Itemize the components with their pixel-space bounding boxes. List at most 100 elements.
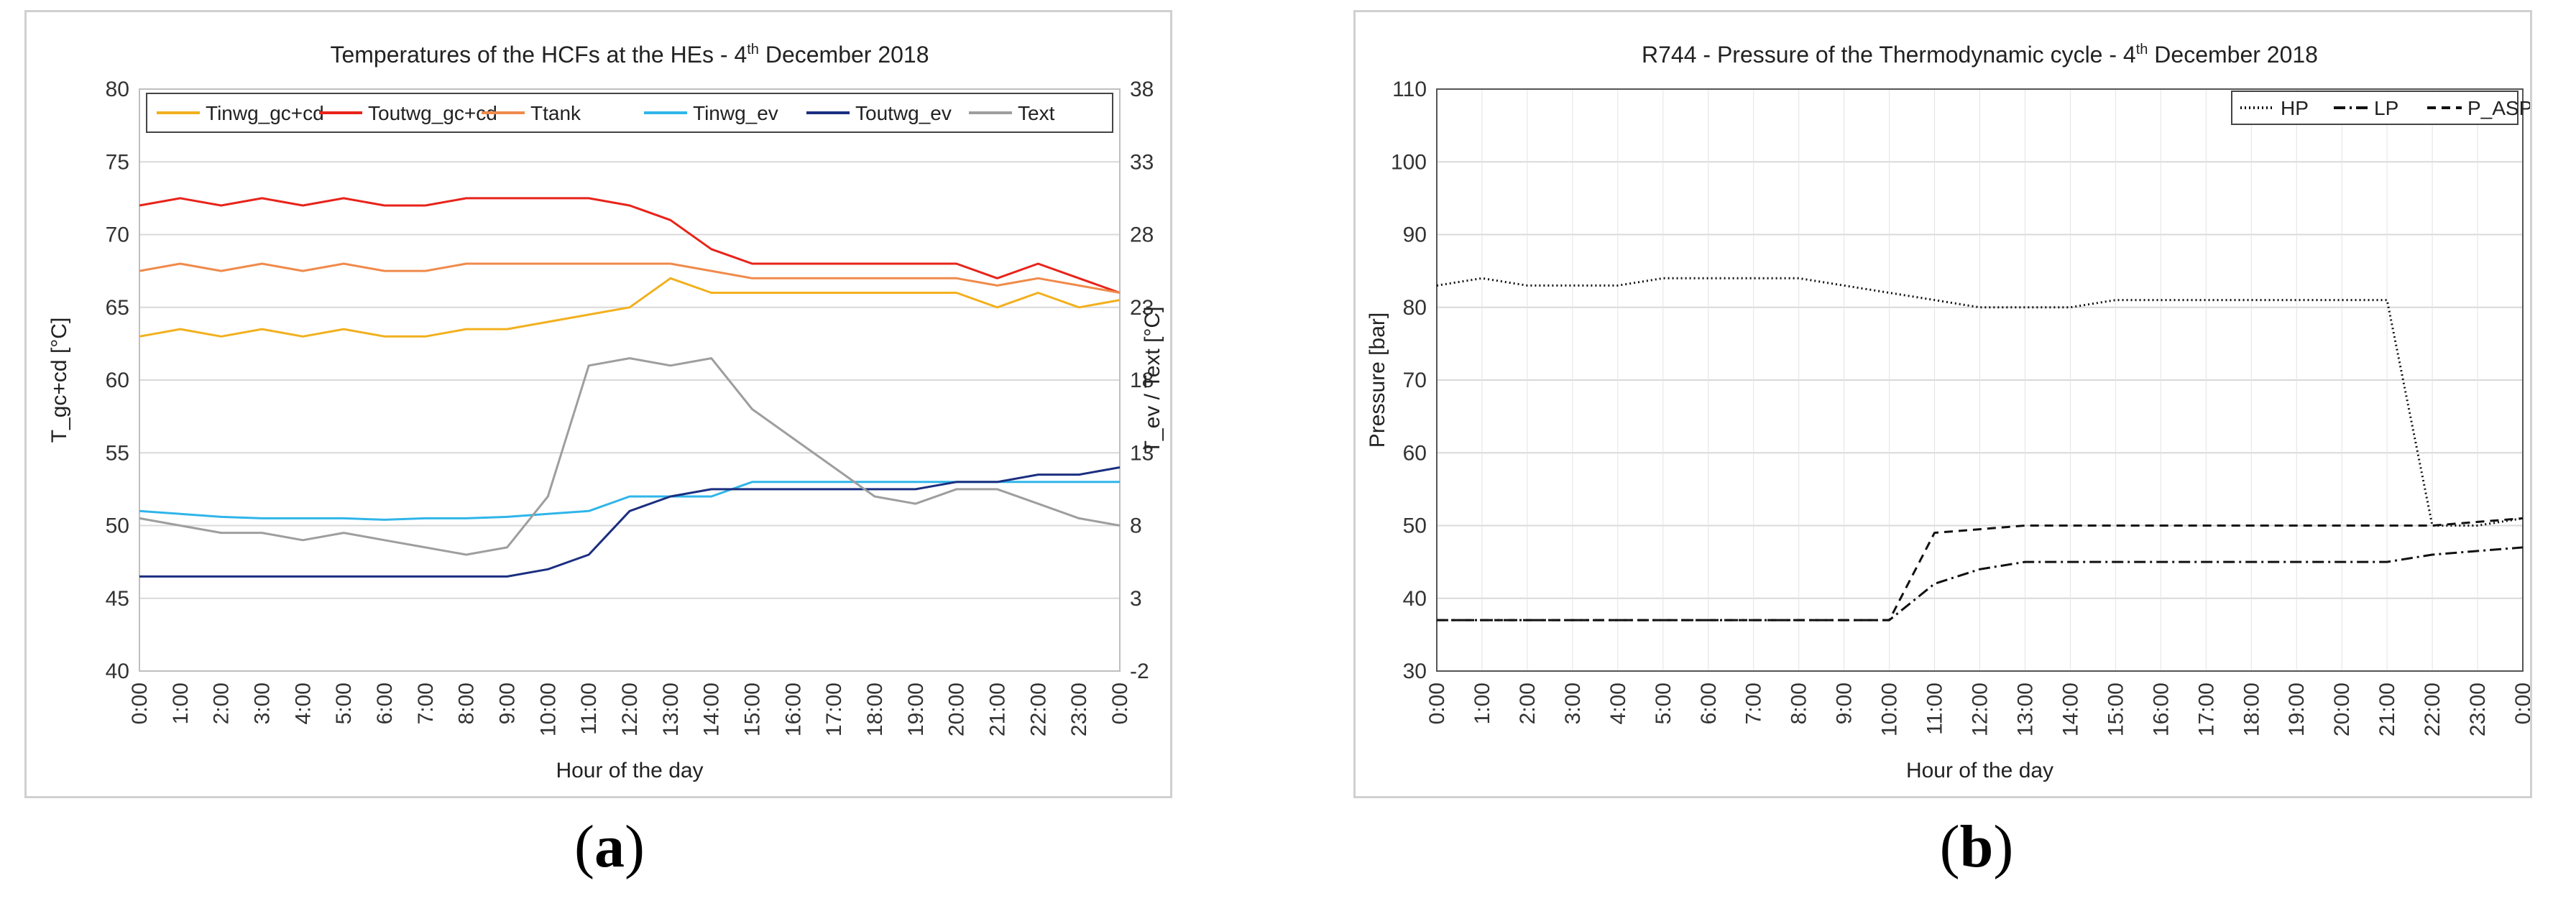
x-tick-label: 3:00 — [1561, 683, 1585, 724]
y-tick-label: 110 — [1392, 78, 1427, 101]
x-tick-label: 4:00 — [1606, 683, 1630, 724]
x-tick-label: 13:00 — [659, 683, 683, 736]
x-tick-label: 18:00 — [863, 683, 887, 736]
x-tick-label: 5:00 — [1652, 683, 1675, 724]
series-line-tinwg-gc-cd — [139, 277, 1121, 338]
x-tick-label: 3:00 — [251, 683, 275, 724]
legend-label: HP — [2281, 97, 2309, 119]
series-line-toutwg-ev — [139, 466, 1121, 578]
x-tick-label: 0:00 — [1108, 683, 1132, 724]
y-tick-label: 30 — [1403, 660, 1427, 683]
x-tick-label: 14:00 — [700, 683, 724, 736]
y-tick-label: 40 — [1403, 587, 1427, 611]
x-tick-label: 9:00 — [1833, 683, 1857, 724]
x-tick-label: 17:00 — [822, 683, 846, 736]
x-tick-label: 2:00 — [1516, 683, 1540, 724]
legend-box — [146, 93, 1113, 133]
y-axis-label: T_gc+cd [°C] — [47, 318, 71, 443]
legend-label: P_ASP — [2467, 97, 2530, 119]
y-tick-label: 70 — [106, 223, 129, 247]
x-tick-label: 21:00 — [986, 683, 1010, 736]
x-axis-label: Hour of the day — [1906, 759, 2053, 782]
y-tick-label: 100 — [1391, 150, 1427, 174]
x-tick-label: 10:00 — [536, 683, 560, 736]
x-tick-label: 16:00 — [2149, 683, 2173, 736]
x-tick-label: 23:00 — [2466, 683, 2490, 736]
y-tick-label: 90 — [1403, 223, 1427, 247]
legend-label: Ttank — [530, 102, 581, 124]
y-tick-label: 60 — [106, 369, 129, 392]
y-tick-label: 80 — [1403, 296, 1427, 320]
legend-label: Toutwg_gc+cd — [368, 102, 497, 124]
x-tick-label: 1:00 — [1471, 683, 1494, 724]
x-tick-label: 5:00 — [332, 683, 356, 724]
chart-title: Temperatures of the HCFs at the HEs - 4t… — [330, 42, 929, 68]
x-tick-label: 19:00 — [904, 683, 928, 736]
x-tick-label: 6:00 — [373, 683, 397, 724]
x-tick-label: 19:00 — [2285, 683, 2309, 736]
panel-label-b: (b) — [1939, 813, 2014, 880]
x-tick-label: 7:00 — [414, 683, 438, 724]
x-tick-label: 17:00 — [2194, 683, 2218, 736]
legend-label: Tinwg_ev — [693, 102, 778, 124]
x-tick-label: 11:00 — [1923, 683, 1947, 735]
y2-tick-label: -2 — [1130, 660, 1149, 683]
y2-tick-label: 28 — [1130, 223, 1154, 247]
x-tick-label: 6:00 — [1697, 683, 1721, 724]
x-tick-label: 22:00 — [2421, 683, 2444, 736]
y2-tick-label: 23 — [1130, 296, 1154, 320]
series-line-tinwg-ev — [139, 481, 1120, 521]
x-tick-label: 8:00 — [1788, 683, 1811, 724]
x-tick-label: 20:00 — [945, 683, 969, 736]
plot-area — [1436, 88, 2524, 672]
x-tick-label: 22:00 — [1026, 683, 1050, 736]
x-tick-label: 15:00 — [2104, 683, 2128, 736]
x-tick-label: 15:00 — [741, 683, 765, 736]
y-tick-label: 50 — [1403, 514, 1427, 538]
y2-tick-label: 33 — [1130, 150, 1154, 174]
y2-tick-label: 38 — [1130, 78, 1154, 101]
x-tick-label: 9:00 — [496, 683, 520, 724]
x-tick-label: 0:00 — [1425, 683, 1449, 724]
y2-tick-label: 8 — [1130, 514, 1142, 538]
y-tick-label: 40 — [106, 660, 129, 683]
legend-box — [2231, 91, 2518, 125]
chart-title: R744 - Pressure of the Thermodynamic cyc… — [1642, 42, 2318, 68]
x-tick-label: 21:00 — [2375, 683, 2399, 736]
x-tick-label: 8:00 — [455, 683, 479, 724]
y-tick-label: 70 — [1403, 369, 1427, 392]
y2-tick-label: 13 — [1130, 441, 1154, 465]
panel-label-a: (a) — [574, 813, 645, 880]
series-line-p-asp — [1437, 517, 2524, 621]
series-line-toutwg-gc-cd — [139, 197, 1121, 294]
y-tick-label: 45 — [106, 587, 129, 611]
y-axis-label: Pressure [bar] — [1366, 313, 1389, 448]
x-tick-label: 2:00 — [210, 683, 234, 724]
series-line-hp — [1436, 277, 2524, 527]
plot-area — [139, 88, 1121, 672]
y-tick-label: 60 — [1403, 441, 1427, 465]
legend-label: Tinwg_gc+cd — [206, 102, 324, 124]
x-tick-label: 7:00 — [1742, 683, 1766, 724]
x-tick-label: 4:00 — [291, 683, 315, 724]
x-tick-label: 0:00 — [2511, 683, 2530, 724]
legend-label: LP — [2374, 97, 2398, 119]
legend-label: Toutwg_ev — [855, 102, 952, 124]
y-tick-label: 80 — [106, 78, 129, 101]
y2-tick-label: 3 — [1130, 587, 1142, 611]
x-tick-label: 11:00 — [577, 683, 601, 735]
chart-panel-a: Temperatures of the HCFs at the HEs - 4t… — [24, 10, 1172, 798]
chart-b-svg: R744 - Pressure of the Thermodynamic cyc… — [1366, 42, 2535, 782]
chart-a-svg: Temperatures of the HCFs at the HEs - 4t… — [47, 42, 1164, 782]
x-tick-label: 14:00 — [2058, 683, 2082, 736]
y2-tick-label: 18 — [1130, 369, 1154, 392]
chart-panel-b: R744 - Pressure of the Thermodynamic cyc… — [1353, 10, 2535, 798]
y-tick-label: 55 — [106, 441, 129, 465]
x-tick-label: 18:00 — [2240, 683, 2263, 736]
x-tick-label: 16:00 — [781, 683, 805, 736]
x-tick-label: 10:00 — [1878, 683, 1902, 736]
y-tick-label: 65 — [106, 296, 129, 320]
legend-label: Text — [1018, 102, 1055, 124]
x-tick-label: 13:00 — [2013, 683, 2037, 736]
series-line-text — [139, 357, 1121, 556]
